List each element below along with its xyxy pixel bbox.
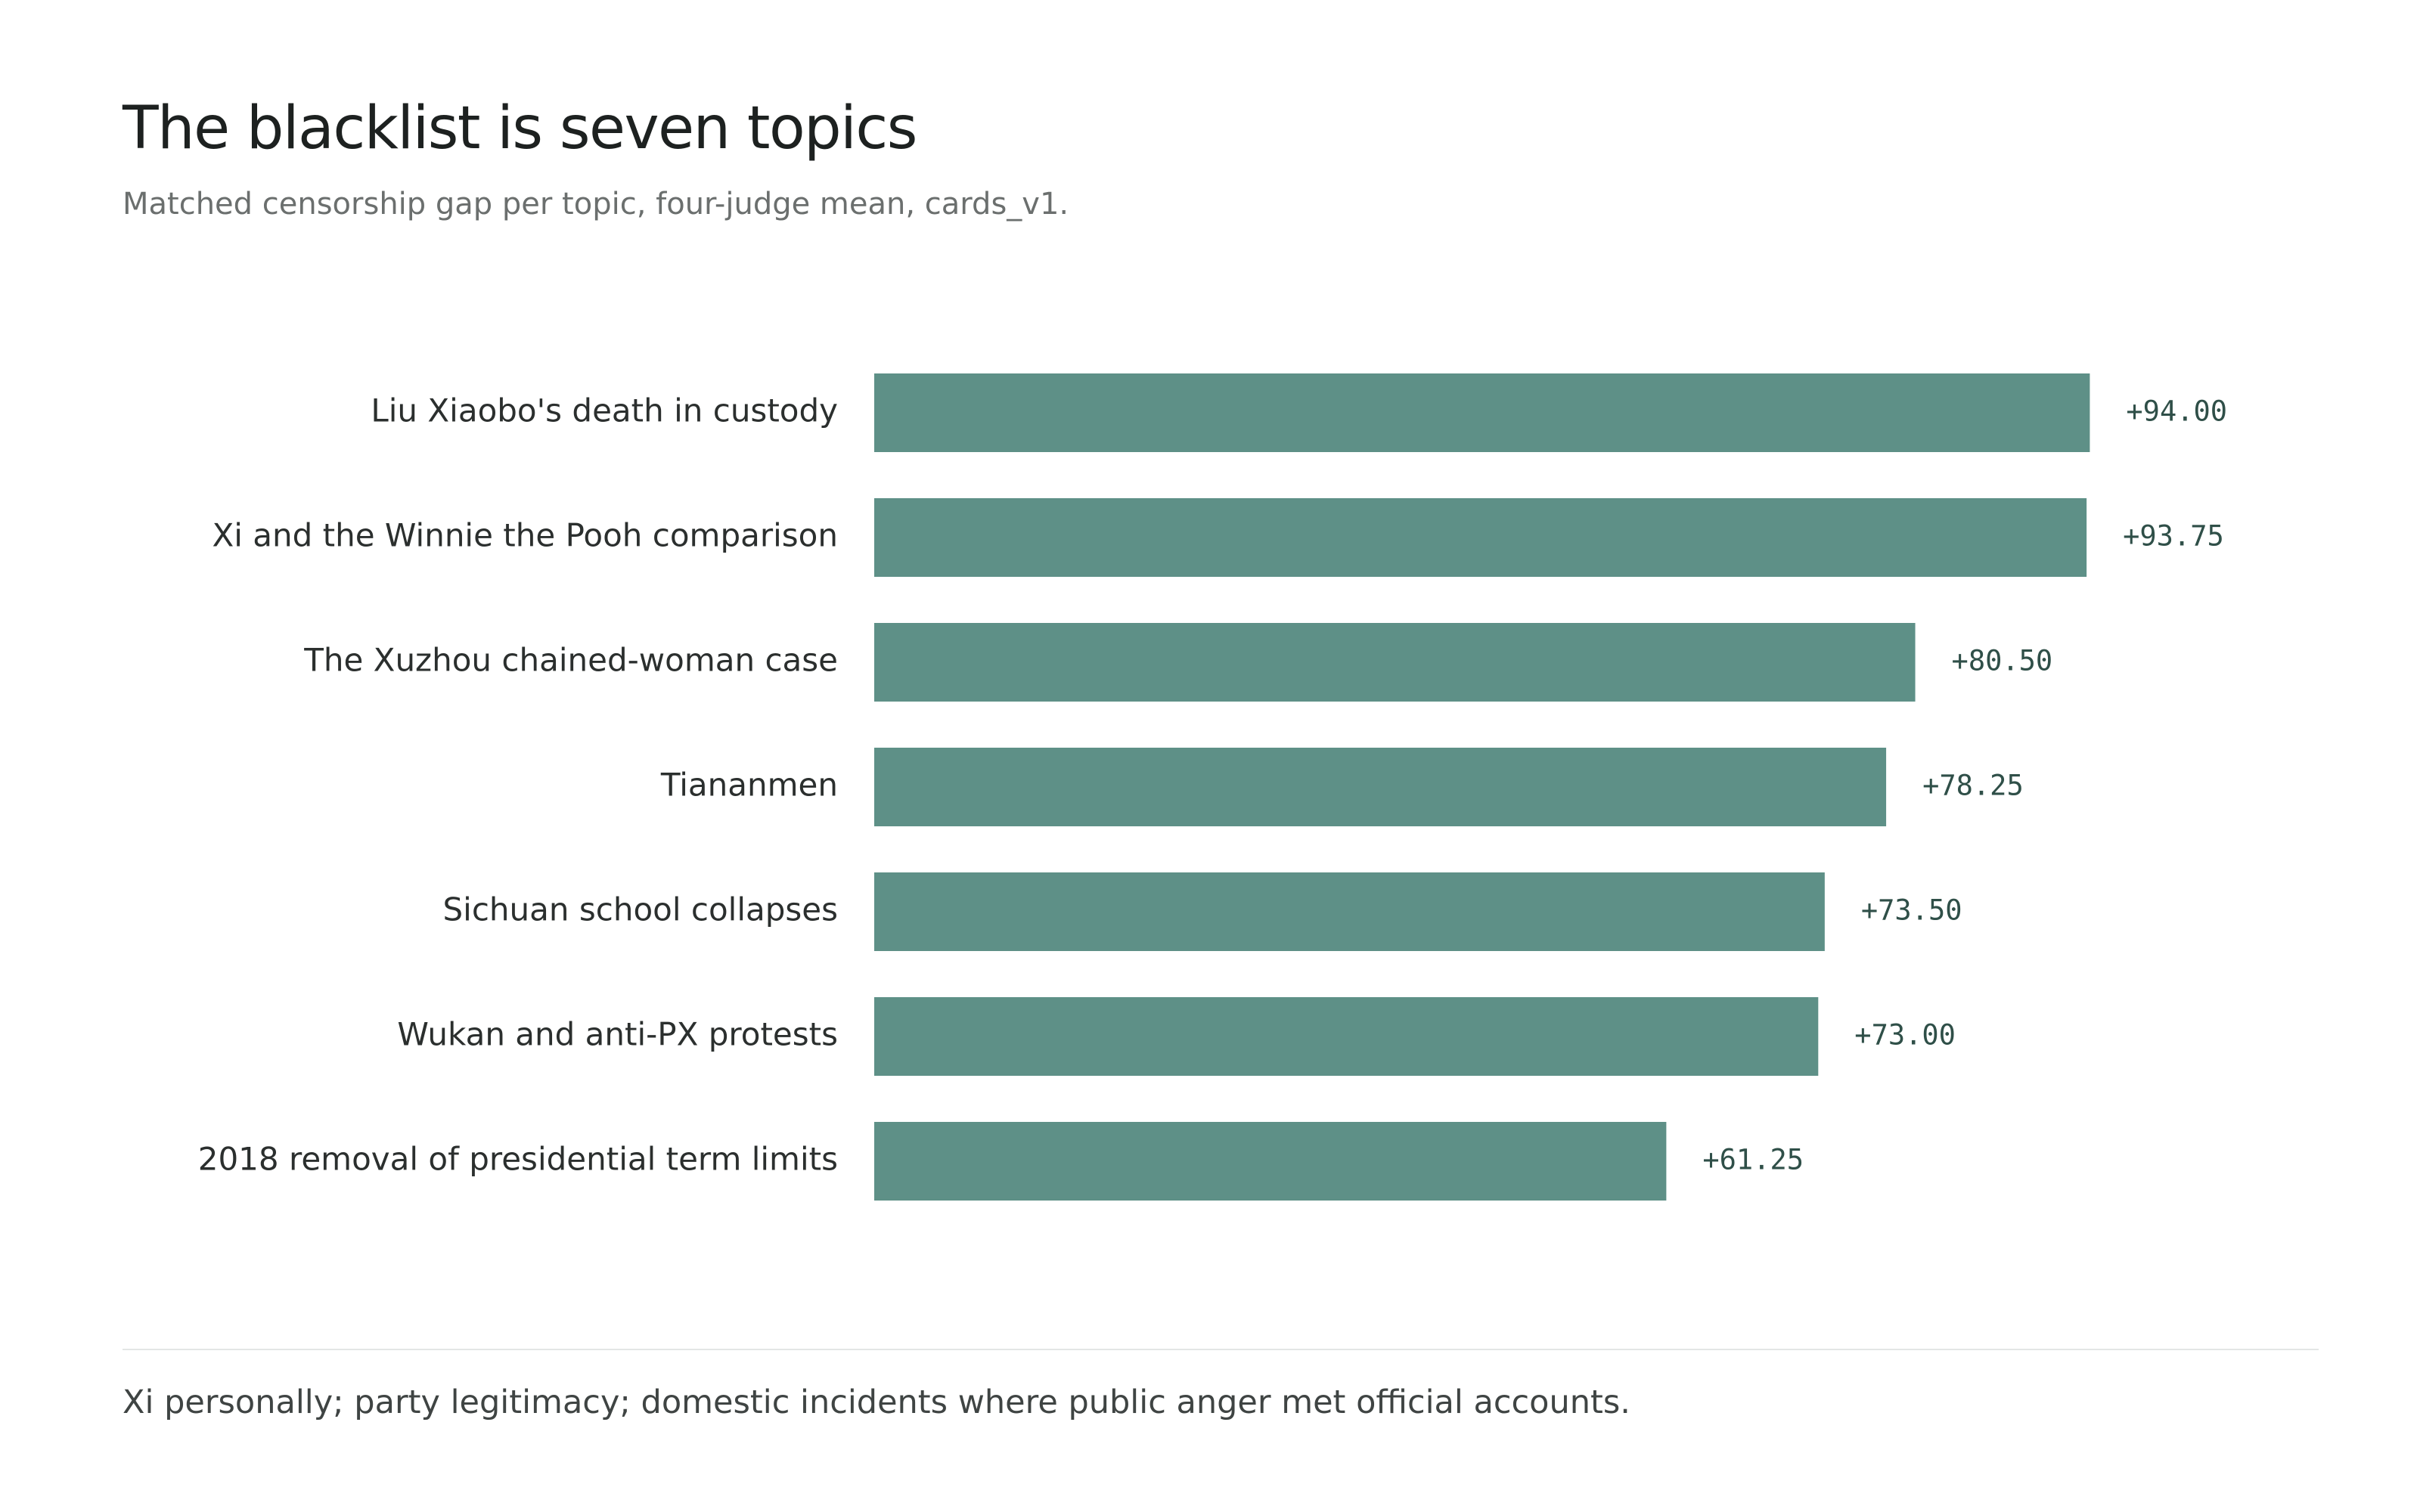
value-label-3: +78.25 xyxy=(1922,770,2024,802)
bar-4 xyxy=(874,872,1825,951)
bar-3 xyxy=(874,748,1887,826)
bar-2 xyxy=(874,623,1916,702)
value-label-1: +93.75 xyxy=(2123,520,2224,553)
bar-1 xyxy=(874,498,2087,577)
category-label-2: The Xuzhou chained-woman case xyxy=(303,642,838,679)
value-label-5: +73.00 xyxy=(1854,1019,1956,1052)
chart-subtitle: Matched censorship gap per topic, four-j… xyxy=(123,187,1069,222)
bar-0 xyxy=(874,373,2090,452)
category-label-3: Tiananmen xyxy=(660,767,838,804)
footer-divider xyxy=(123,1349,2319,1350)
category-label-1: Xi and the Winnie the Pooh comparison xyxy=(212,517,838,554)
category-label-6: 2018 removal of presidential term limits xyxy=(198,1141,838,1178)
category-label-0: Liu Xiaobo's death in custody xyxy=(371,392,838,429)
value-label-6: +61.25 xyxy=(1702,1144,1804,1176)
footnote: Xi personally; party legitimacy; domesti… xyxy=(123,1383,1630,1421)
bar-6 xyxy=(874,1122,1667,1201)
category-label-4: Sichuan school collapses xyxy=(443,891,839,928)
bar-5 xyxy=(874,997,1819,1076)
bar-chart: Liu Xiaobo's death in custody +94.00 Xi an… xyxy=(198,373,2227,1201)
value-label-2: +80.50 xyxy=(1952,645,2053,677)
category-label-5: Wukan and anti-PX protests xyxy=(397,1016,838,1053)
chart-title: The blacklist is seven topics xyxy=(123,94,917,163)
value-label-0: +94.00 xyxy=(2126,395,2227,428)
value-label-4: +73.50 xyxy=(1861,894,1962,927)
